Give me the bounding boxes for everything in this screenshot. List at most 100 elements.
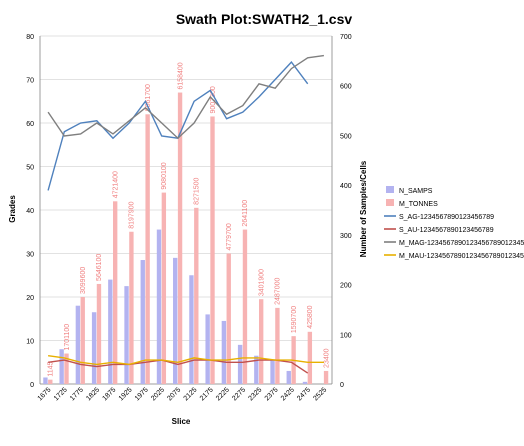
- bar-n-samps: [140, 260, 145, 384]
- legend-entry: N_SAMPS: [399, 188, 433, 195]
- x-tick-label: 2425: [280, 386, 296, 402]
- y-left-tick-label: 50: [26, 165, 34, 172]
- bar-n-samps: [302, 381, 308, 384]
- x-tick-label: 2225: [215, 386, 231, 402]
- x-tick-label: 1975: [134, 386, 150, 402]
- bar-data-label: 5646100: [96, 254, 103, 281]
- series-line-m-mau: [48, 355, 324, 366]
- y-right-tick-label: 0: [340, 382, 344, 389]
- series-line-s-au: [48, 359, 309, 374]
- legend-entry: S_AU-1234567890123456789: [399, 227, 494, 234]
- bar-m-tonnes: [275, 307, 280, 384]
- x-tick-label: 2175: [199, 386, 215, 402]
- bar-n-samps: [286, 370, 291, 384]
- y-left-tick-label: 30: [26, 252, 34, 259]
- y-left-tick-label: 10: [26, 339, 34, 346]
- bar-n-samps: [189, 275, 194, 384]
- x-tick-label: 2125: [183, 386, 199, 402]
- x-tick-label: 1725: [53, 386, 69, 402]
- bar-data-label: 4779700: [226, 223, 233, 250]
- x-tick-label: 2025: [150, 386, 166, 402]
- bar-n-samps: [205, 314, 210, 384]
- bar-data-label: 8061700: [145, 84, 152, 111]
- bar-m-tonnes: [96, 283, 102, 384]
- bar-m-tonnes: [307, 331, 313, 384]
- x-tick-label: 1675: [37, 386, 53, 402]
- bar-m-tonnes: [226, 253, 231, 384]
- x-axis-label: Slice: [172, 417, 191, 426]
- x-tick-label: 2075: [166, 386, 182, 402]
- y-left-tick-label: 20: [26, 295, 34, 302]
- bar-n-samps: [270, 360, 275, 384]
- x-tick-label: 1825: [85, 386, 101, 402]
- y-right-tick-label: 500: [340, 133, 352, 140]
- y-right-tick-label: 600: [340, 84, 352, 91]
- bar-data-label: 23400: [323, 348, 330, 368]
- legend-entry: M_MAG-1234567890123456789012345678: [399, 240, 524, 247]
- y-left-tick-label: 40: [26, 208, 34, 215]
- y-right-tick-label: 400: [340, 183, 352, 190]
- y-right-tick-label: 200: [340, 283, 352, 290]
- bar-m-tonnes: [210, 116, 215, 384]
- x-tick-label: 2325: [247, 386, 263, 402]
- y-axis-left-label: Grades: [8, 195, 17, 223]
- chart-title: Swath Plot:SWATH2_1.csv: [176, 11, 353, 27]
- bar-m-tonnes: [64, 353, 69, 384]
- x-tick-label: 2525: [312, 386, 328, 402]
- legend-entry: M_TONNES: [399, 201, 438, 208]
- legend-swatch: [386, 199, 394, 206]
- bar-m-tonnes: [323, 370, 329, 384]
- y-right-tick-label: 700: [340, 34, 352, 41]
- y-axis-right-label: Number of Samples/Cells: [359, 160, 368, 257]
- y-left-tick-label: 80: [26, 34, 34, 41]
- bar-n-samps: [221, 320, 227, 384]
- series-line-m-mag: [47, 54, 324, 140]
- bar-m-tonnes: [194, 207, 199, 384]
- bar-n-samps: [124, 286, 129, 384]
- bar-data-label: 1145: [48, 361, 55, 376]
- x-tick-label: 1875: [101, 386, 117, 402]
- bar-data-label: 2641100: [242, 200, 249, 227]
- bar-data-label: 1701100: [64, 324, 71, 351]
- y-right-tick-label: 100: [340, 332, 352, 339]
- x-tick-label: 1775: [69, 386, 85, 402]
- legend-swatch: [386, 186, 394, 193]
- bar-m-tonnes: [113, 201, 118, 384]
- bar-n-samps: [43, 377, 48, 384]
- y-right-tick-label: 300: [340, 233, 352, 240]
- bar-data-label: 3099600: [80, 267, 87, 294]
- bar-n-samps: [108, 279, 113, 384]
- legend-entry: S_AG-1234567890123456789: [399, 214, 494, 221]
- bar-n-samps: [254, 355, 259, 384]
- bar-n-samps: [91, 312, 97, 384]
- bar-m-tonnes: [129, 231, 134, 384]
- bar-data-label: 2487000: [275, 278, 282, 305]
- bar-n-samps: [237, 344, 243, 384]
- y-left-tick-label: 70: [26, 78, 34, 85]
- bar-m-tonnes: [161, 192, 167, 384]
- y-left-tick-label: 60: [26, 121, 34, 128]
- bar-data-label: 6158400: [177, 62, 184, 89]
- bar-n-samps: [75, 305, 81, 384]
- bar-m-tonnes: [145, 114, 150, 385]
- bar-data-label: 1590700: [291, 306, 298, 333]
- bar-m-tonnes: [177, 92, 183, 385]
- x-tick-label: 2475: [296, 386, 312, 402]
- bar-data-label: 425800: [307, 305, 314, 328]
- bar-data-label: 3401900: [258, 269, 265, 296]
- bar-n-samps: [59, 349, 64, 384]
- bar-data-label: 8271500: [194, 177, 201, 204]
- bar-data-label: 9080100: [161, 162, 168, 189]
- y-left-tick-label: 0: [30, 382, 34, 389]
- legend-entry: M_MAU-1234567890123456789012345678: [399, 253, 524, 260]
- bar-data-label: 8197900: [129, 201, 136, 228]
- bar-m-tonnes: [80, 297, 85, 384]
- bar-m-tonnes: [259, 299, 264, 384]
- bar-n-samps: [173, 257, 178, 384]
- bar-m-tonnes: [242, 229, 248, 384]
- bar-m-tonnes: [48, 379, 53, 384]
- bar-data-label: 4721400: [112, 171, 119, 198]
- x-tick-label: 2275: [231, 386, 247, 402]
